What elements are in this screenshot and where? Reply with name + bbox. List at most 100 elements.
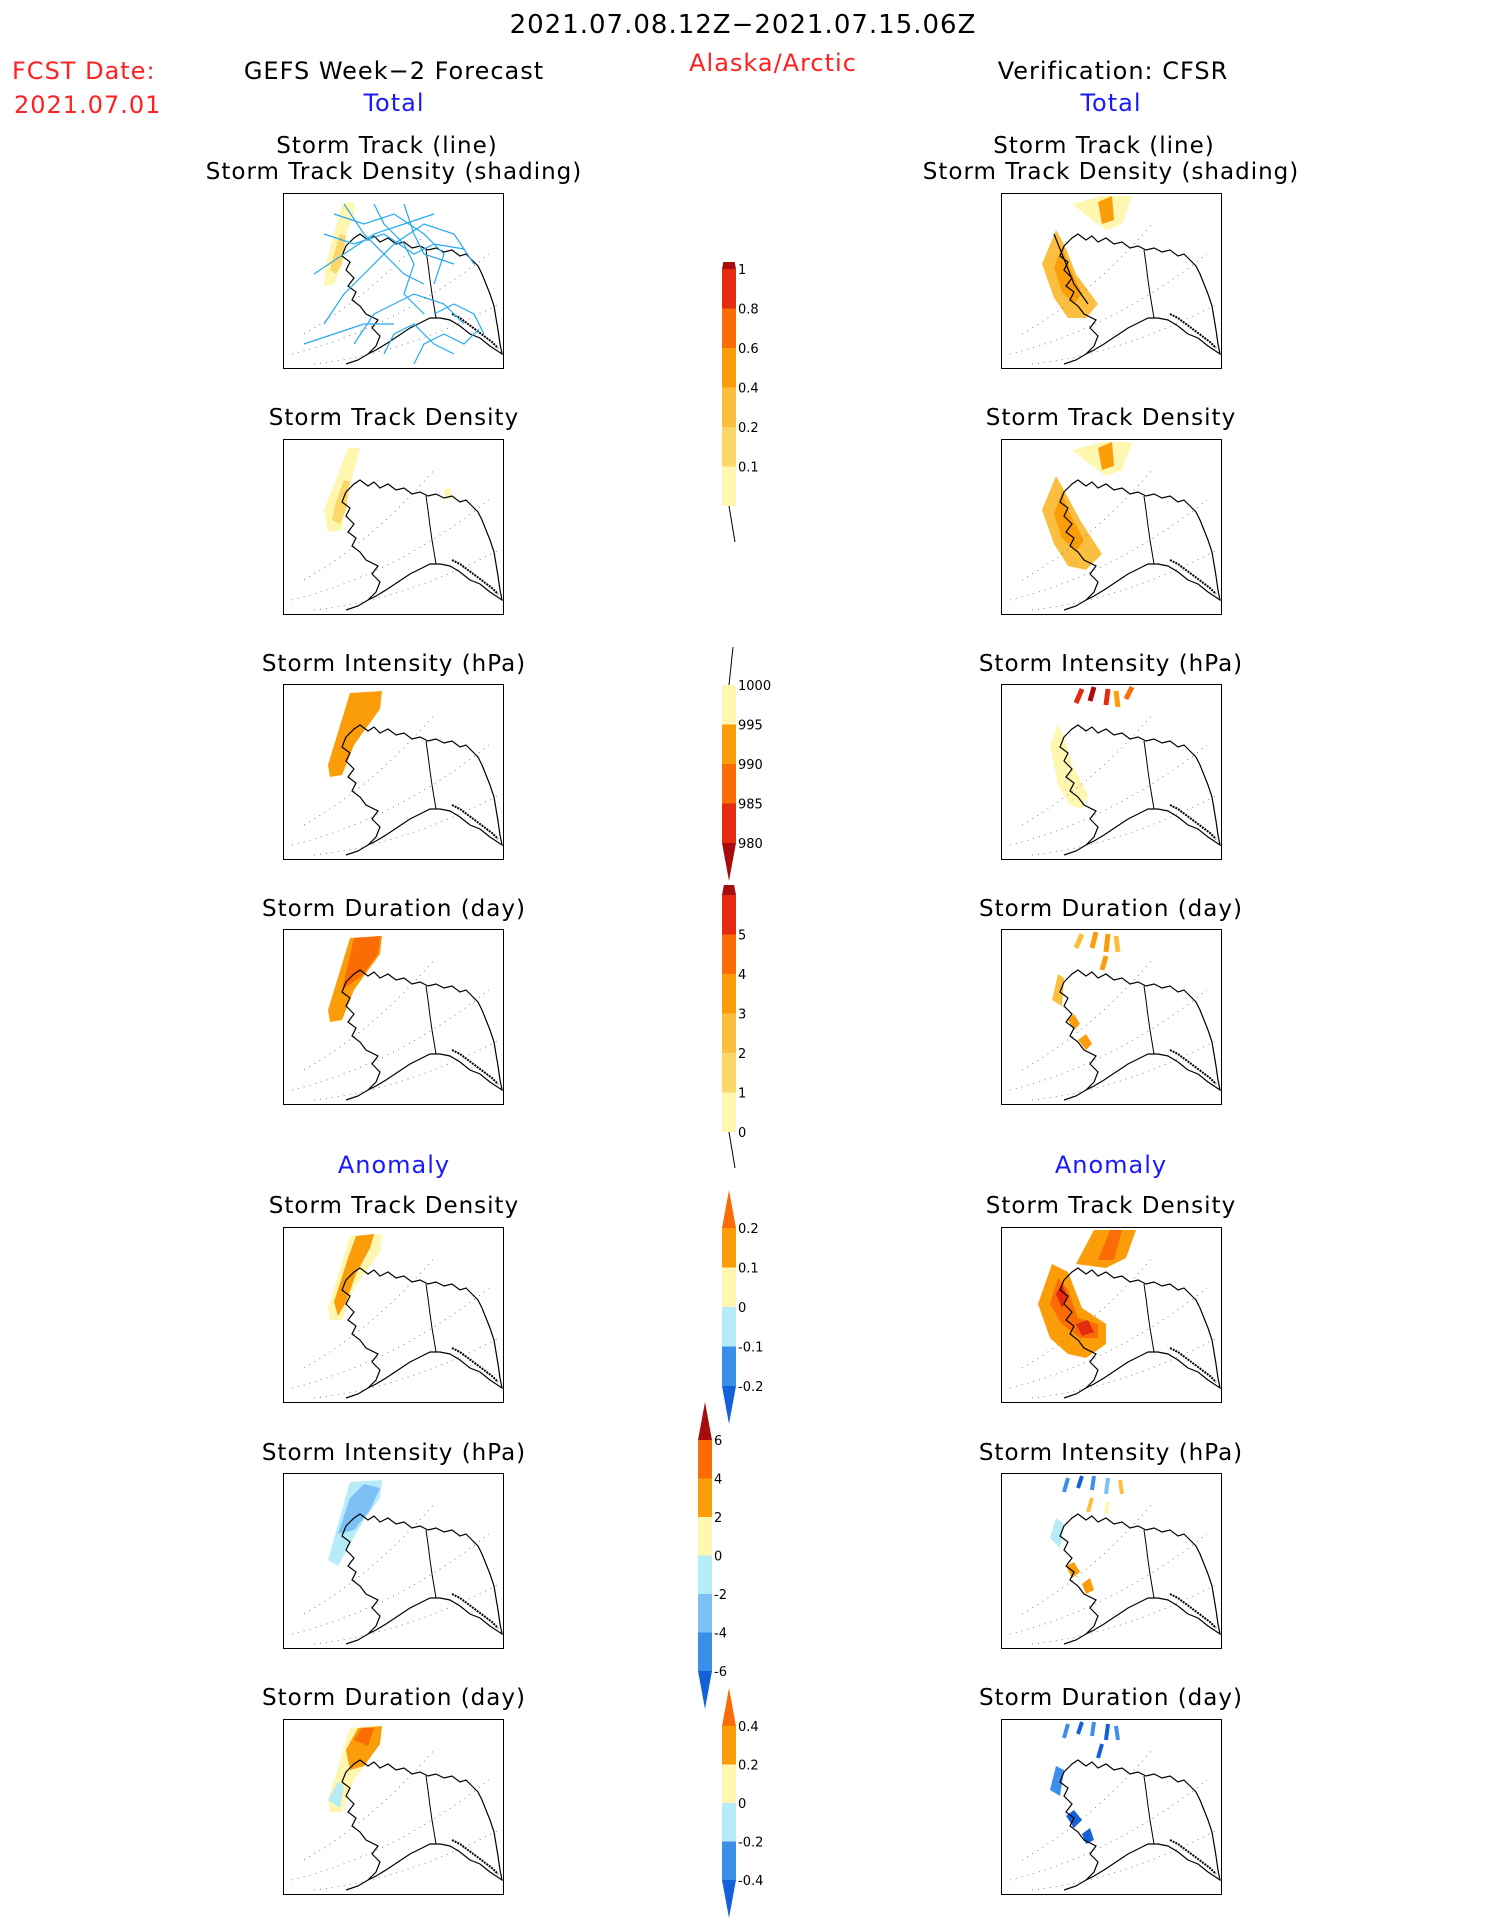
right-map-duration	[1001, 929, 1222, 1105]
left-map-intensity-anom	[283, 1473, 504, 1649]
colorbar-intensity-tick-1: 995	[738, 719, 763, 734]
colorbar-density-anom-tick-0: 0.2	[738, 1222, 759, 1237]
colorbar-duration-anom-seg-0	[722, 1726, 736, 1765]
colorbar-intensity-anom-tick-4: -2	[714, 1588, 727, 1603]
right-intensity-streak-2	[1103, 688, 1111, 706]
left-density-anom-shade-1	[334, 1234, 374, 1316]
left-map-density-anom-svg	[291, 1234, 503, 1399]
right-panel1-title-line1: Storm Track (line)	[993, 133, 1215, 159]
right-track-graticule	[1009, 223, 1218, 365]
left-track-line-1	[333, 213, 445, 285]
right-duration-anom-panhandle-islands	[1169, 1839, 1217, 1875]
right-density-anom-shade-1	[1098, 1230, 1122, 1260]
right-track-panhandle-islands	[1169, 313, 1217, 349]
left-duration-anom-border	[425, 1775, 437, 1845]
colorbar-duration-seg-2	[722, 1013, 736, 1053]
right-panel3-title: Storm Intensity (hPa)	[978, 651, 1244, 677]
colorbar-duration-anom-arrow-bottom	[722, 1880, 736, 1918]
colorbar-duration-anom-tick-3: -0.2	[738, 1836, 763, 1851]
left-track-line-0	[323, 223, 475, 325]
colorbar-density-tick-5: 1	[738, 263, 746, 278]
colorbar-intensity-anom-tick-5: -4	[714, 1627, 727, 1642]
left-map-density-anom	[283, 1227, 504, 1403]
colorbar-density-anom-seg-2	[722, 1307, 736, 1347]
right-duration-coastline	[1059, 969, 1221, 1101]
right-intensity-anom-streak-6	[1086, 1497, 1094, 1513]
right-panel5-title: Storm Track Density	[985, 1193, 1237, 1219]
right-map-track	[1001, 193, 1222, 369]
left-density-border	[425, 495, 437, 565]
left-track-line-9	[433, 303, 485, 335]
colorbar-duration-tick-5: 5	[738, 929, 746, 944]
right-intensity-anom-streak-2	[1090, 1475, 1096, 1491]
colorbar-density-anom-tick-4: -0.2	[738, 1380, 763, 1395]
right-intensity-anom-shade-1	[1066, 1562, 1080, 1578]
right-map-density	[1001, 439, 1222, 615]
colorbar-duration-anom-tick-4: -0.4	[738, 1874, 763, 1889]
colorbar-intensity-seg-1	[722, 724, 736, 764]
colorbar-duration-tick-0: 0	[738, 1126, 746, 1141]
right-duration-panhandle-islands	[1169, 1049, 1217, 1085]
right-intensity-anom-graticule	[1009, 1503, 1218, 1645]
right-density-shade-3	[1054, 492, 1084, 552]
colorbar-density: 0.1 0.2 0.4 0.6 0.8 1	[722, 262, 759, 543]
left-panel3-title: Storm Intensity (hPa)	[261, 651, 527, 677]
left-map-duration	[283, 929, 504, 1105]
right-map-duration-anom	[1001, 1719, 1222, 1895]
right-duration-anom-border	[1143, 1775, 1155, 1845]
colorbar-intensity-top-line	[728, 646, 734, 686]
right-density-panhandle-islands	[1169, 559, 1217, 595]
colorbar-intensity-anom-seg-4	[698, 1594, 712, 1633]
right-duration-border	[1143, 985, 1155, 1055]
left-map-duration-svg	[291, 936, 503, 1101]
left-intensity-graticule	[291, 714, 500, 856]
left-anomaly-label: Anomaly	[337, 1151, 451, 1179]
right-column-title: Verification: CFSR	[997, 57, 1229, 85]
left-panel6-title: Storm Intensity (hPa)	[261, 1440, 527, 1466]
left-track-line-11	[413, 328, 480, 365]
colorbar-intensity-arrow	[722, 843, 736, 881]
left-density-anom-graticule	[291, 1257, 500, 1399]
right-track-line-0	[1053, 233, 1089, 305]
left-intensity-anom-coastline	[341, 1513, 503, 1645]
left-density-panhandle-islands	[451, 559, 499, 595]
left-duration-anom-graticule	[291, 1749, 500, 1891]
left-intensity-border	[425, 740, 437, 810]
right-map-intensity-anom	[1001, 1473, 1222, 1649]
colorbar-duration-anom-arrow-top	[722, 1688, 736, 1726]
left-total-label: Total	[363, 89, 425, 117]
period-title: 2021.07.08.12Z−2021.07.15.06Z	[509, 10, 977, 40]
right-map-intensity-svg	[1009, 685, 1221, 856]
left-map-duration-anom	[283, 1719, 504, 1895]
left-map-track	[283, 193, 504, 369]
left-track-line-8	[373, 203, 425, 315]
right-duration-anom-streak-1	[1076, 1721, 1084, 1735]
colorbar-density-anom-seg-0	[722, 1228, 736, 1268]
right-track-shade-1	[1098, 196, 1114, 224]
right-duration-shade-1	[1068, 1014, 1080, 1030]
right-track-border	[1143, 249, 1155, 319]
right-intensity-anom-streak-1	[1076, 1475, 1084, 1489]
colorbar-density-arrow	[722, 262, 736, 269]
left-map-track-svg	[291, 202, 503, 365]
colorbar-duration-tick-2: 2	[738, 1047, 746, 1062]
left-duration-anom-shade-2	[354, 1728, 374, 1746]
right-map-density-anom-svg	[1009, 1230, 1221, 1399]
right-intensity-anom-streak-3	[1104, 1477, 1110, 1495]
colorbar-duration-bottom-line	[728, 1131, 736, 1169]
right-density-anom-panhandle-islands	[1169, 1347, 1217, 1383]
colorbar-density-tick-4: 0.8	[738, 303, 759, 318]
left-track-coastline	[341, 233, 503, 365]
right-intensity-anom-shade-2	[1082, 1578, 1094, 1594]
left-track-shade-1	[330, 234, 346, 274]
right-density-anom-coastline	[1059, 1267, 1221, 1399]
colorbar-density-anom: 0.2 0.1 0 -0.1 -0.2	[722, 1190, 763, 1424]
left-map-duration-anom-svg	[291, 1726, 503, 1891]
right-density-anom-border	[1143, 1283, 1155, 1353]
colorbar-density-seg-5	[722, 269, 736, 309]
right-map-intensity	[1001, 684, 1222, 860]
colorbar-intensity-anom-seg-2	[698, 1517, 712, 1556]
left-intensity-anom-graticule	[291, 1503, 500, 1645]
right-intensity-panhandle-islands	[1169, 804, 1217, 840]
right-panel6-title: Storm Intensity (hPa)	[978, 1440, 1244, 1466]
